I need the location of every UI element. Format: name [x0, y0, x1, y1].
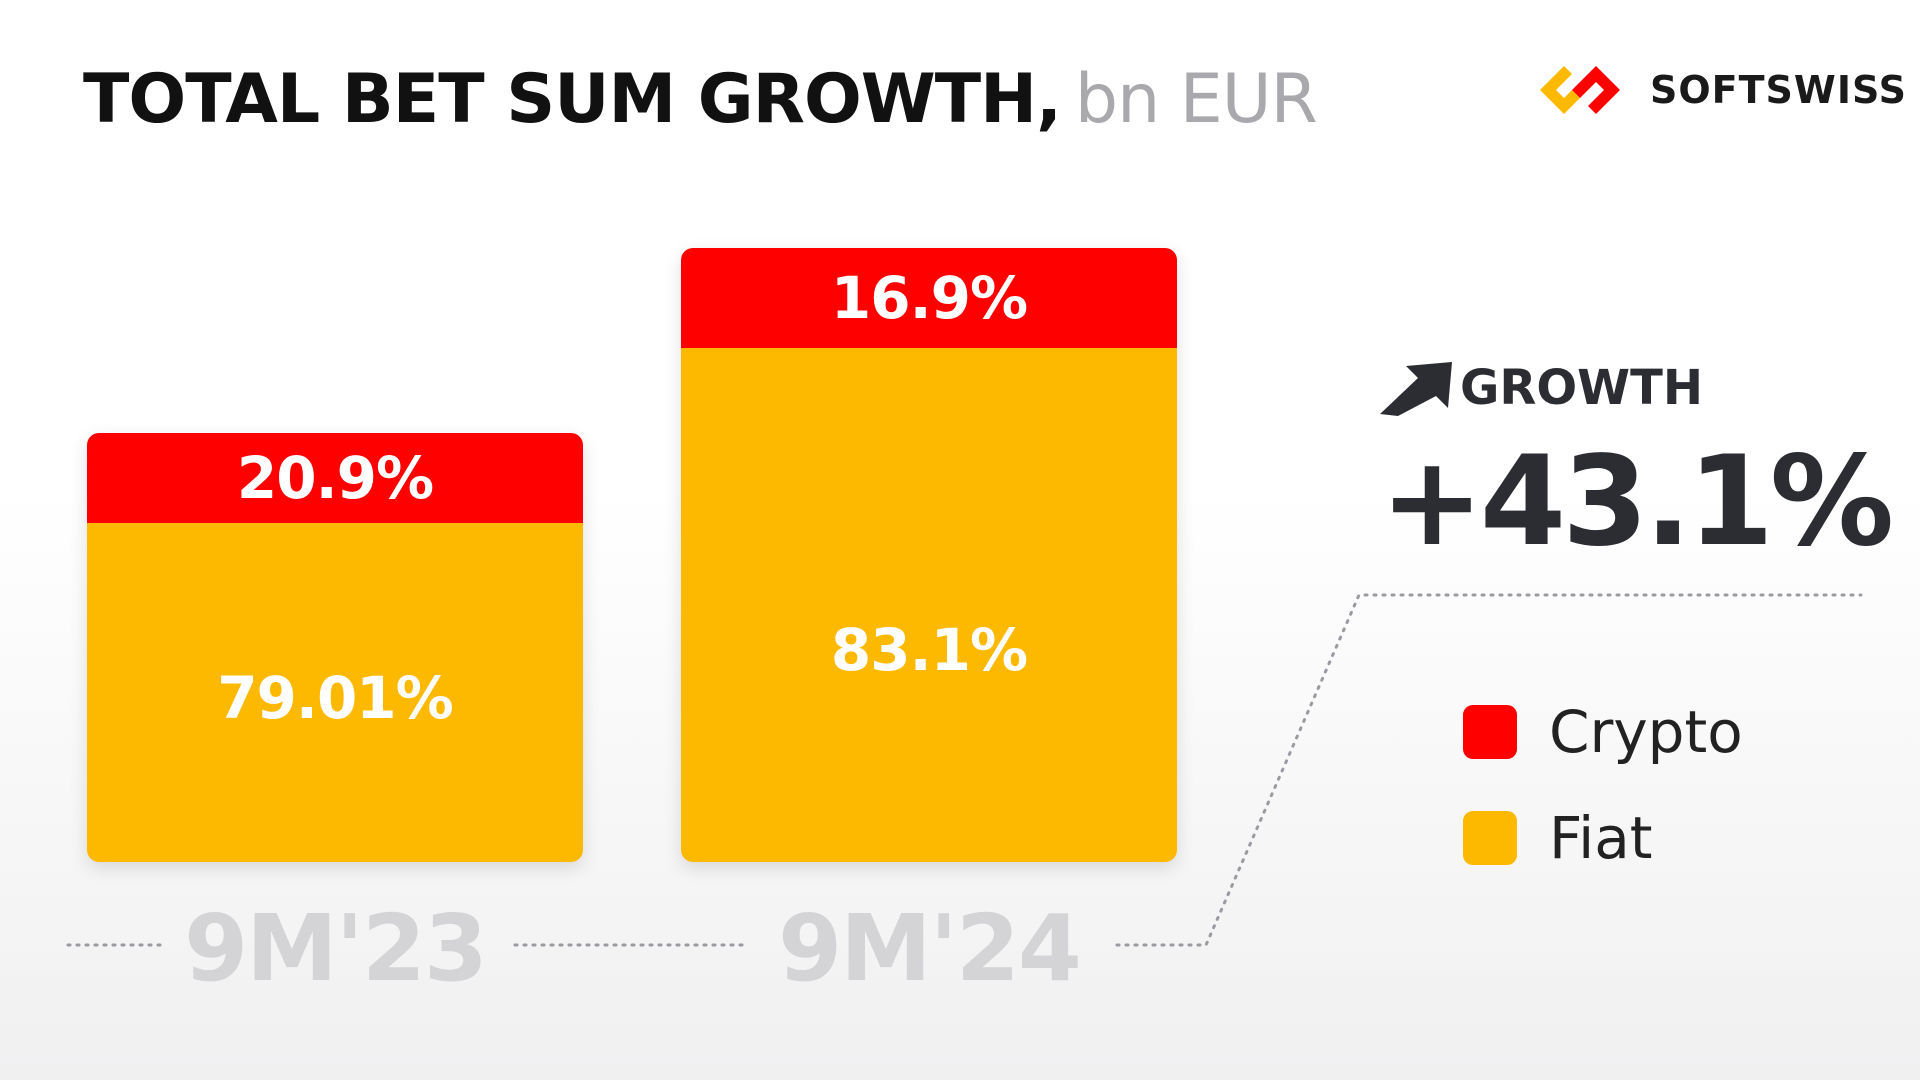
title-text: TOTAL BET SUM GROWTH,: [83, 60, 1062, 139]
arrow-up-right-icon: [1380, 362, 1452, 416]
x-tick-label: 9M'24: [778, 895, 1082, 1002]
growth-value: +43.1%: [1380, 430, 1894, 574]
softswiss-logo: SOFTSWISS: [1536, 62, 1907, 118]
legend-swatch-fiat: [1463, 811, 1517, 865]
guide-line: [1115, 593, 1863, 947]
bar-segment-fiat: 79.01%: [87, 523, 583, 862]
bar-1: 20.9% 79.01%: [87, 433, 583, 862]
legend-label: Crypto: [1549, 698, 1743, 766]
bar-segment-crypto: 16.9%: [681, 248, 1177, 349]
growth-label-text: GROWTH: [1460, 360, 1704, 416]
bar-segment-fiat: 83.1%: [681, 348, 1177, 862]
data-label: 20.9%: [236, 444, 434, 512]
growth-label: GROWTH: [1378, 360, 1703, 416]
chart-title: TOTAL BET SUM GROWTH, bn EUR: [83, 60, 1318, 139]
legend-item-crypto: Crypto: [1463, 698, 1743, 766]
legend-label: Fiat: [1549, 804, 1653, 872]
legend-swatch-crypto: [1463, 705, 1517, 759]
data-label: 16.9%: [830, 264, 1028, 333]
brand-name: SOFTSWISS: [1650, 68, 1908, 112]
title-unit: bn EUR: [1074, 60, 1318, 139]
data-label: 79.01%: [217, 663, 454, 732]
bar-segment-crypto: 20.9%: [87, 433, 583, 523]
bar-2: 16.9% 83.1%: [681, 248, 1177, 862]
legend-item-fiat: Fiat: [1463, 804, 1653, 872]
x-tick-label: 9M'23: [184, 895, 488, 1002]
data-label: 83.1%: [830, 616, 1028, 685]
logo-mark-icon: [1540, 66, 1620, 114]
